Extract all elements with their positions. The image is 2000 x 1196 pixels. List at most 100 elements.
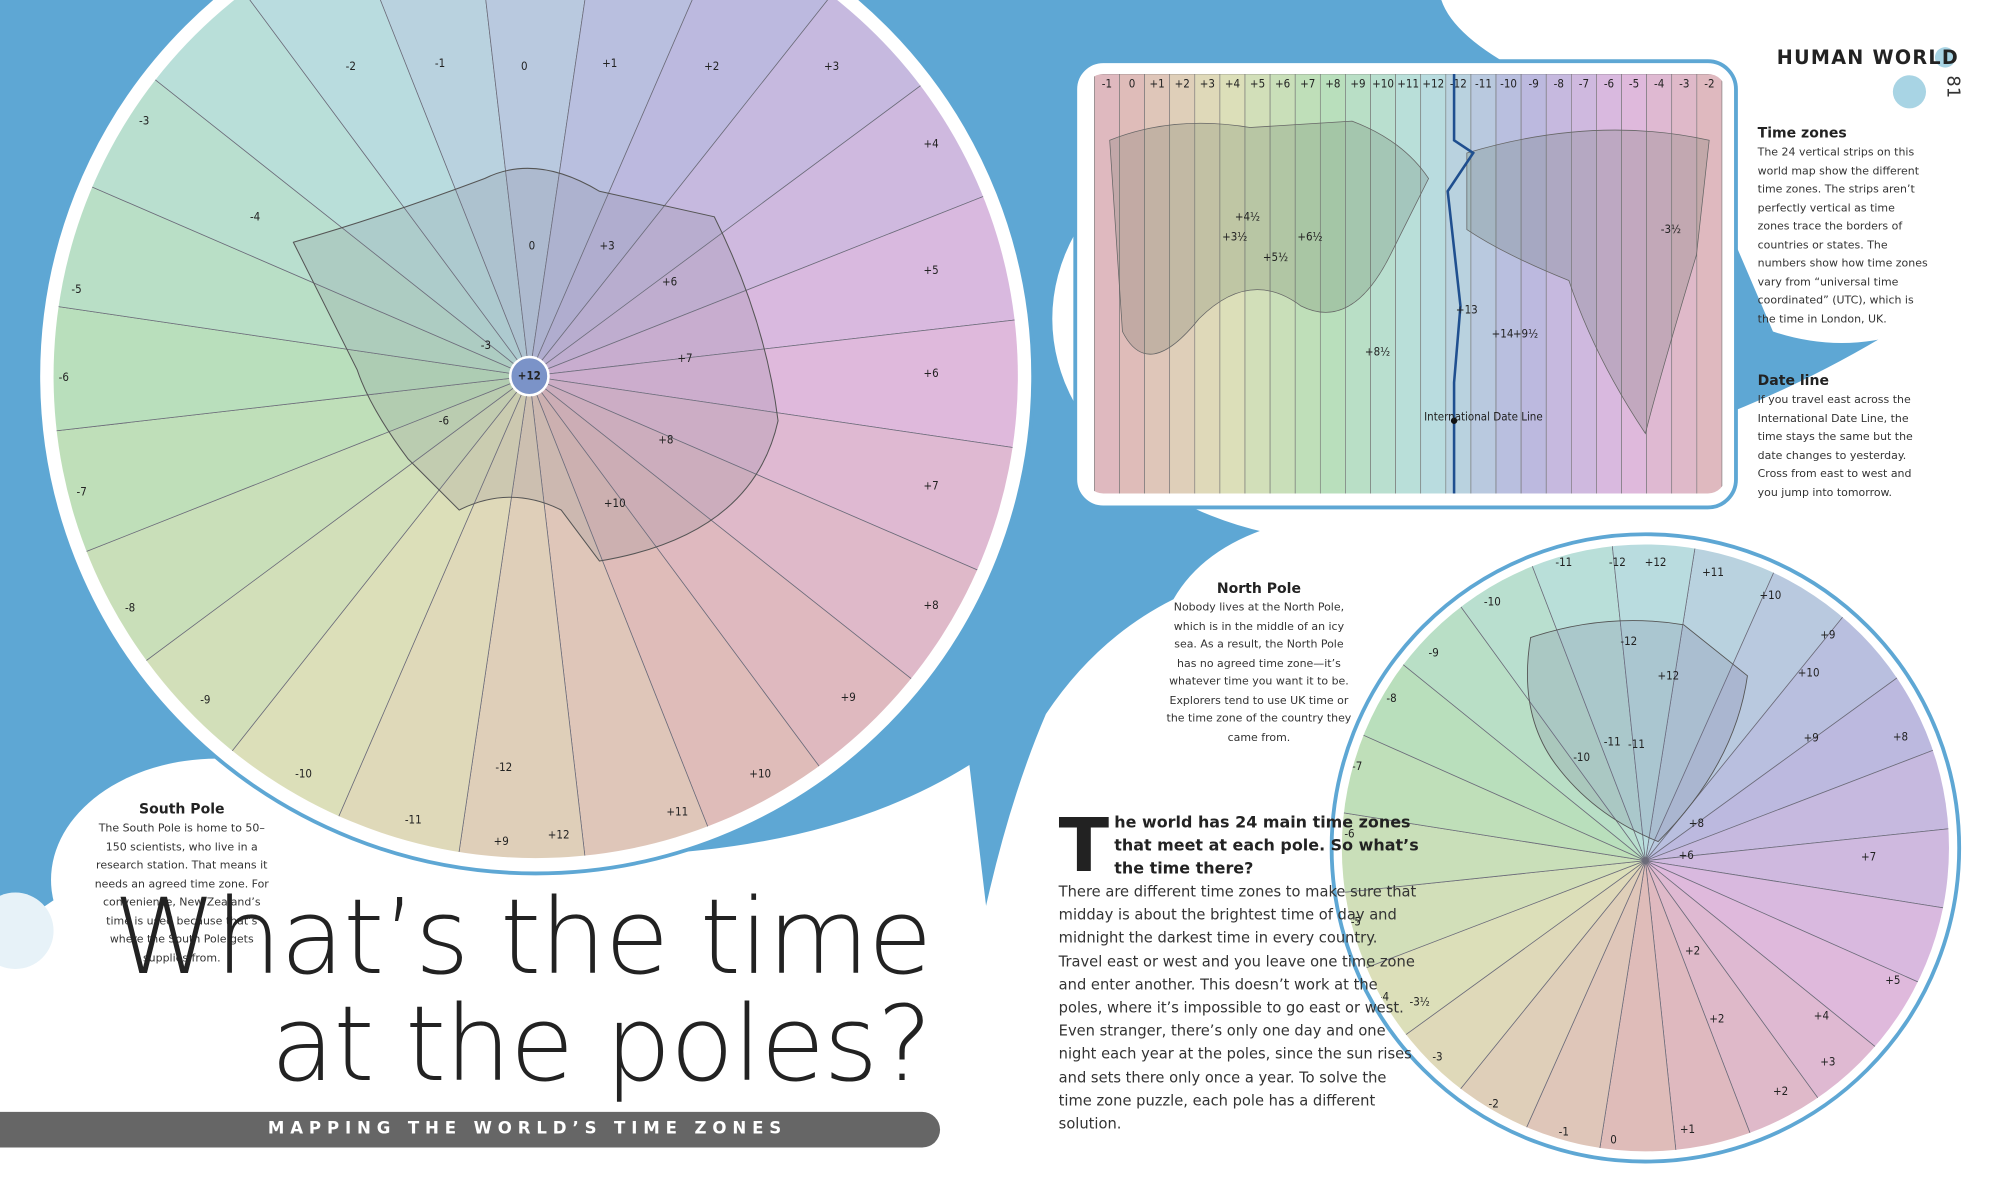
zone-label: +6 [662, 274, 677, 288]
zone-label: -8 [1386, 691, 1396, 705]
zone-label: -6 [1604, 77, 1614, 91]
zone-label: +1 [602, 56, 617, 70]
zone-label: -11 [1628, 737, 1645, 751]
zone-wedge [1341, 704, 1646, 862]
zone-label: +11 [666, 805, 688, 819]
zone-label: -7 [1579, 77, 1589, 91]
time-zones-note: Time zones The 24 vertical strips on thi… [1758, 125, 1930, 329]
note-text: If you travel east across the Internatio… [1757, 393, 1913, 500]
zone-label: -10 [1573, 750, 1590, 764]
zone-label: -11 [1475, 77, 1492, 91]
zone-label: +5 [924, 263, 939, 277]
zone-label: -11 [1555, 555, 1572, 569]
zone-label: -3 [1432, 1050, 1442, 1064]
intro-lead: The world has 24 main time zones that me… [1058, 802, 1419, 889]
center-label: +12 [518, 369, 541, 383]
zone-label: +4 [924, 137, 939, 151]
land [1526, 620, 1748, 843]
zone-wedge [450, 376, 592, 859]
zone-label: -2 [1704, 77, 1714, 91]
note-text: The South Pole is home to 50–150 scienti… [94, 822, 269, 965]
zone-label: -6 [1344, 826, 1354, 840]
zone-label: +3 [1200, 77, 1215, 91]
zone-label: +11 [1397, 77, 1419, 91]
zone-label: +3 [824, 59, 839, 73]
zone-label: -6 [59, 370, 69, 384]
zone-strip [1345, 73, 1371, 494]
zone-label: -12 [1620, 634, 1637, 648]
zone-label: -12 [1450, 77, 1467, 91]
date-line-dot [1450, 417, 1458, 424]
zone-label: -8 [1554, 77, 1564, 91]
zone-label: +9 [494, 834, 509, 848]
zone-label: +9½ [1513, 327, 1538, 341]
zone-label: +7 [1861, 849, 1876, 863]
zone-label: -2 [1488, 1097, 1498, 1111]
zone-label: +5½ [1263, 250, 1288, 264]
zone-label: +6½ [1297, 230, 1322, 244]
zone-label: +7 [1300, 77, 1315, 91]
date-line [1446, 73, 1475, 494]
zone-label: +4 [1225, 77, 1240, 91]
zone-strip [1169, 73, 1196, 494]
zone-label: -6 [439, 413, 449, 427]
zone-strip [1370, 73, 1396, 494]
center-badge [508, 355, 550, 397]
zone-label: +9 [841, 690, 856, 704]
zone-label: +2 [1175, 77, 1190, 91]
section-label: HUMAN WORLD [1776, 45, 1960, 69]
zone-label: +4½ [1235, 209, 1260, 223]
zone-label: -1 [1559, 1125, 1569, 1139]
zone-strip [1395, 73, 1422, 494]
zone-label: -2 [346, 59, 356, 73]
zone-label: -5 [71, 282, 81, 296]
zone-label: +5 [1885, 973, 1900, 987]
zone-label: 0 [529, 239, 536, 253]
zone-label: -1 [435, 56, 445, 70]
zone-strip [1269, 73, 1296, 494]
zone-label: -5 [1629, 77, 1639, 91]
zone-label: +2 [1709, 1011, 1724, 1025]
zone-label: +3½ [1222, 230, 1247, 244]
zone-label: +10 [1372, 77, 1394, 91]
zone-wedge [53, 297, 530, 439]
zone-wedge [53, 162, 530, 377]
zone-wedge [529, 178, 1018, 377]
dot [1934, 47, 1956, 68]
zone-label: +2 [1685, 944, 1700, 958]
zone-label: +4 [1814, 1009, 1829, 1023]
note-heading: Time zones [1757, 124, 1847, 142]
zone-wedge [1585, 860, 1686, 1152]
zone-wedge [316, 375, 530, 859]
zone-label: -9 [200, 693, 210, 707]
zone-label: +10 [749, 766, 771, 780]
zone-label: +8 [924, 598, 939, 612]
zone-label: -8 [125, 601, 135, 615]
zone-strip [1571, 73, 1597, 494]
title-line: at the poles? [270, 984, 933, 1106]
zone-label: 0 [521, 59, 528, 73]
zone-label: -5 [1351, 914, 1361, 928]
zone-wedge [1507, 544, 1646, 861]
zone-label: +5 [1250, 77, 1265, 91]
zone-label: -3 [139, 114, 149, 128]
zone-label: -4 [250, 209, 260, 223]
zone-strip [1094, 73, 1120, 494]
title-line: What’s the time [113, 877, 932, 999]
zone-label: -3½ [1409, 995, 1429, 1009]
date-line-note: Date line If you travel east across the … [1758, 372, 1924, 502]
zone-label: +9 [1820, 627, 1835, 641]
land [1109, 120, 1710, 435]
zone-wedge [331, 0, 530, 377]
zone-wedge [528, 0, 743, 377]
south-pole-note: South Pole The South Pole is home to 50–… [89, 801, 274, 968]
zone-label: -12 [1609, 555, 1626, 569]
zone-strip [1621, 73, 1647, 494]
south-pole-map: -2 -1 0 +1 +2 +3-3+4-40 +3+6+5-5-3+7+6-6-6+8+7… [53, 0, 1018, 859]
zone-label: -7 [1352, 759, 1362, 773]
zone-strip [1420, 73, 1447, 494]
zone-label: +6 [1679, 848, 1694, 862]
zone-wedge [1341, 800, 1646, 902]
